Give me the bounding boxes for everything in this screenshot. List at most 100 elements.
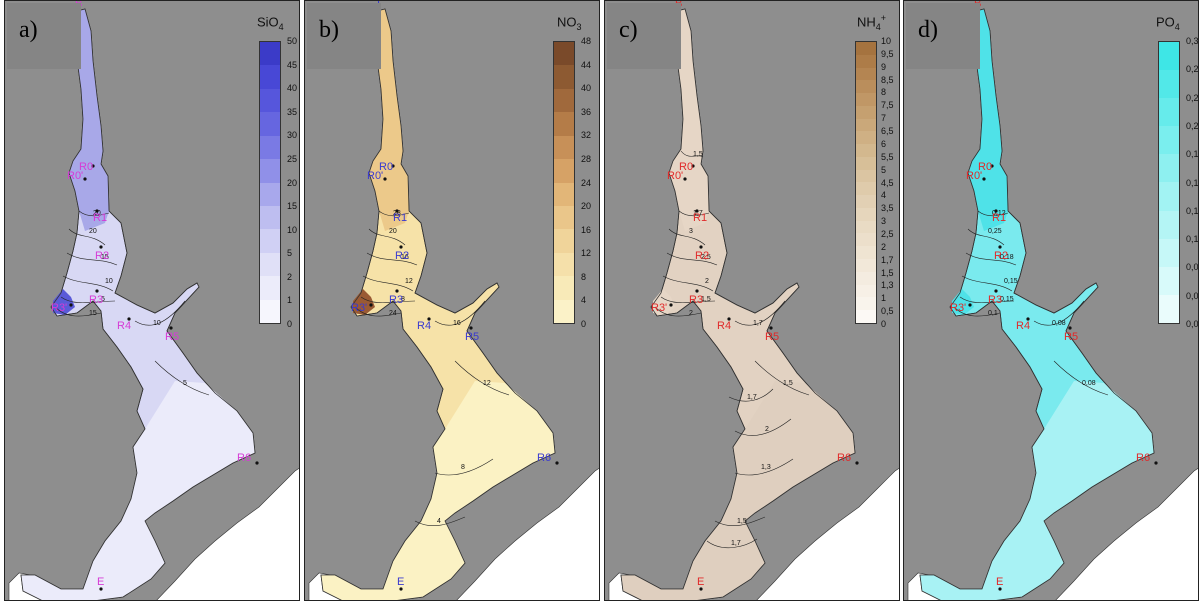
color-scale-step — [856, 118, 876, 132]
contour-label: 0,08 — [1082, 380, 1096, 387]
station-label: R4 — [117, 320, 131, 332]
contour-line — [360, 296, 416, 304]
parameter-superscript: + — [880, 13, 887, 23]
station-label: R0 — [679, 161, 693, 173]
parameter-name: NO — [557, 14, 577, 30]
contour-label: 4 — [437, 518, 441, 525]
contour-label: 2 — [765, 426, 769, 433]
station-marker — [91, 164, 95, 168]
parameter-title: NH4+ — [857, 13, 886, 32]
station-marker — [369, 303, 373, 307]
parameter-title: PO4 — [1156, 13, 1180, 32]
parameter-title: NO3 — [557, 13, 582, 32]
station-marker — [691, 164, 695, 168]
scale-tick-label: 0,08 — [1186, 262, 1199, 273]
station-marker — [968, 303, 972, 307]
scale-tick-label: 6 — [881, 138, 887, 149]
contour-line — [414, 516, 466, 527]
station-marker — [127, 317, 131, 321]
color-scale-step — [856, 144, 876, 157]
color-scale-step — [1159, 182, 1179, 211]
color-scale-step — [554, 276, 574, 300]
station-label: R3 — [89, 294, 103, 306]
contour-label: 1,7 — [753, 320, 763, 327]
contour-label: 3 — [689, 228, 693, 235]
scale-tick-label: 0,3 — [1186, 36, 1199, 46]
color-scale-step — [1159, 98, 1179, 127]
scale-tick-label: 5 — [881, 164, 887, 175]
station-marker — [395, 209, 399, 213]
scale-tick-label: 40 — [287, 83, 298, 94]
parameter-name: SiO — [257, 14, 279, 30]
contour-label: 2 — [705, 278, 709, 285]
station-marker — [727, 317, 731, 321]
scale-tick-label: 0,03 — [1186, 319, 1199, 329]
station-label: R4 — [1016, 320, 1030, 332]
contour-line — [734, 458, 794, 476]
contour-line — [68, 228, 106, 246]
station-label: R0' — [367, 170, 383, 182]
color-scale-step — [260, 252, 280, 277]
color-scale-step — [1159, 266, 1179, 295]
color-scale-step — [856, 93, 876, 106]
station-marker — [683, 177, 687, 181]
parameter-subscript: 3 — [576, 21, 582, 32]
station-label: R0' — [667, 170, 683, 182]
scale-tick-label: 15 — [287, 201, 298, 212]
estuary-outline — [919, 8, 1155, 600]
contour-line — [660, 296, 716, 304]
contour-label: 20 — [389, 228, 397, 235]
station-marker — [994, 209, 998, 213]
color-scale-step — [260, 65, 280, 89]
station-marker — [994, 289, 998, 293]
contour-line — [961, 275, 1013, 292]
station-label: R3 — [689, 294, 703, 306]
scale-tick-label: 32 — [581, 130, 592, 141]
lower-estuary-zone — [920, 381, 1154, 600]
contour-label: 20 — [89, 228, 97, 235]
contour-line — [354, 306, 402, 317]
station-label: R6 — [837, 452, 851, 464]
station-label: R2 — [994, 250, 1008, 262]
scale-tick-label: 28 — [581, 153, 592, 164]
station-marker — [998, 587, 1002, 591]
concentration-hotspot — [53, 289, 75, 315]
color-scale-step — [554, 88, 574, 113]
scale-tick-label: 24 — [581, 177, 592, 188]
color-scale-step — [260, 159, 280, 183]
scale-tick-label: 10 — [287, 224, 298, 235]
station-marker — [1068, 326, 1072, 330]
station-marker — [695, 209, 699, 213]
contour-line — [666, 252, 718, 266]
contour-line — [967, 228, 1005, 246]
parameter-subscript: 4 — [1174, 21, 1180, 32]
color-scale-step — [856, 220, 876, 234]
contour-label: 16 — [401, 254, 409, 261]
scale-tick-label: 3,5 — [881, 203, 894, 214]
contour-label: 15 — [101, 254, 109, 261]
station-label: R6 — [1136, 452, 1150, 464]
panel-label-box: b) — [307, 3, 381, 69]
panel-a: 20151052015105BR0R0'R1R2R3R3'R4R5R6Ea)Si… — [4, 0, 300, 601]
scale-tick-label: 5 — [287, 248, 293, 259]
station-label: R6 — [237, 452, 251, 464]
scale-tick-label: 40 — [581, 83, 592, 94]
contour-line — [706, 538, 758, 549]
station-label: R4 — [717, 320, 731, 332]
station-label: R0 — [379, 161, 393, 173]
color-scale-step — [856, 271, 876, 285]
color-scale-step — [856, 182, 876, 196]
panel-label-box: a) — [7, 3, 81, 69]
sea-area — [156, 467, 299, 600]
concentration-hotspot — [653, 289, 675, 315]
contour-line — [434, 458, 494, 476]
scale-tick-label: 10 — [881, 36, 892, 46]
color-scale-step — [856, 80, 876, 94]
station-marker — [699, 245, 703, 249]
station-label: R2 — [695, 250, 709, 262]
scale-tick-label: 1 — [287, 295, 293, 306]
color-scale-step — [554, 42, 574, 66]
color-scale-step — [1159, 42, 1179, 71]
contour-label: 1,7 — [693, 210, 703, 217]
